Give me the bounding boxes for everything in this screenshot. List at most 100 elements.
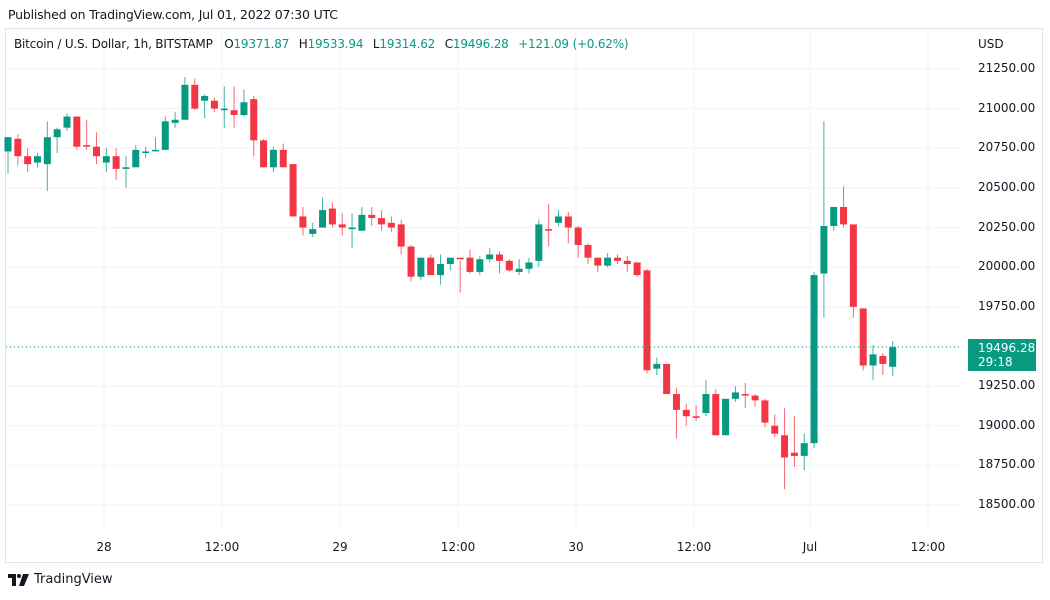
candle-body bbox=[623, 260, 631, 265]
candle-body bbox=[672, 394, 680, 410]
candle-body bbox=[407, 246, 415, 277]
candle-body bbox=[92, 146, 100, 157]
candle-body bbox=[879, 355, 887, 364]
candle-body bbox=[574, 227, 582, 245]
price-tick-label: 20500.00 bbox=[978, 179, 1036, 194]
candle-body bbox=[309, 229, 317, 234]
price-tick-label: 20000.00 bbox=[978, 259, 1036, 274]
candle-body bbox=[633, 262, 641, 276]
candle-body bbox=[191, 84, 199, 109]
candle-body bbox=[220, 108, 228, 111]
candle-body bbox=[830, 206, 838, 226]
high-value: 19533.94 bbox=[307, 37, 364, 51]
price-tick-label: 19750.00 bbox=[978, 298, 1036, 313]
price-tick-label: 21000.00 bbox=[978, 100, 1036, 115]
candle-body bbox=[53, 129, 61, 138]
candle-body bbox=[613, 257, 621, 261]
candle-body bbox=[554, 216, 562, 223]
symbol-title[interactable]: Bitcoin / U.S. Dollar, 1h, BITSTAMP bbox=[14, 37, 213, 51]
low-label: L bbox=[372, 37, 380, 51]
candle-body bbox=[122, 167, 130, 169]
candle-body bbox=[663, 363, 671, 395]
candle-body bbox=[682, 409, 690, 417]
candle-body bbox=[731, 392, 739, 399]
candle-body bbox=[299, 216, 307, 228]
candle-body bbox=[466, 257, 474, 272]
candle-body bbox=[151, 149, 159, 152]
chart-frame[interactable] bbox=[5, 28, 1043, 563]
candle-body bbox=[132, 149, 140, 168]
price-tick-label: 19000.00 bbox=[978, 417, 1036, 432]
candles bbox=[4, 76, 897, 490]
price-tick-label: 21250.00 bbox=[978, 61, 1036, 75]
candle-body bbox=[515, 268, 523, 272]
candle-body bbox=[476, 259, 484, 272]
candle-body bbox=[33, 156, 41, 163]
candle-body bbox=[387, 222, 395, 228]
candle-body bbox=[859, 308, 867, 366]
candle-body bbox=[761, 400, 769, 423]
candle-body bbox=[260, 140, 268, 168]
time-tick-label: 12:00 bbox=[676, 540, 712, 554]
candle-body bbox=[4, 137, 12, 152]
candle-body bbox=[486, 254, 494, 260]
brand-name: TradingView bbox=[34, 572, 113, 587]
candle-body bbox=[319, 210, 327, 228]
change-value: +121.09 (+0.62%) bbox=[518, 37, 629, 51]
candle-body bbox=[102, 156, 110, 163]
currency-label: USD bbox=[978, 37, 1004, 51]
candle-body bbox=[712, 394, 720, 436]
candle-body bbox=[889, 347, 897, 367]
candle-body bbox=[800, 443, 808, 456]
candle-body bbox=[73, 116, 81, 147]
time-tick-label: 12:00 bbox=[910, 540, 946, 554]
bar-countdown: 29:18 bbox=[978, 355, 1013, 369]
candle-body bbox=[368, 214, 376, 219]
candle-body bbox=[564, 216, 572, 228]
candle-body bbox=[505, 260, 513, 271]
candle-body bbox=[83, 145, 91, 147]
candle-body bbox=[584, 244, 592, 258]
candle-body bbox=[702, 394, 710, 414]
candle-body bbox=[751, 395, 759, 401]
candle-body bbox=[496, 254, 503, 261]
close-value: 19496.28 bbox=[452, 37, 509, 51]
candle-body bbox=[201, 95, 209, 101]
candle-body bbox=[790, 452, 798, 456]
candle-body bbox=[210, 100, 218, 109]
candle-body bbox=[230, 110, 238, 115]
open-label: O bbox=[224, 37, 234, 51]
candle-body bbox=[250, 99, 258, 141]
last-price-value: 19496.28 bbox=[978, 341, 1036, 355]
candle-body bbox=[427, 257, 435, 276]
candle-body bbox=[849, 224, 857, 307]
candle-body bbox=[142, 151, 150, 154]
open-value: 19371.87 bbox=[233, 37, 290, 51]
candle-body bbox=[279, 149, 287, 168]
tradingview-logo-icon bbox=[8, 573, 29, 586]
candle-body bbox=[348, 227, 356, 230]
candle-body bbox=[112, 156, 120, 169]
candle-body bbox=[446, 257, 454, 265]
candle-body bbox=[722, 398, 730, 436]
candle-body bbox=[437, 264, 445, 276]
price-tick-label: 20250.00 bbox=[978, 219, 1036, 234]
candle-body bbox=[692, 416, 700, 418]
candle-body bbox=[840, 206, 848, 225]
time-tick-label: 30 bbox=[568, 540, 584, 554]
grid-lines bbox=[6, 29, 962, 528]
candle-body bbox=[328, 208, 336, 225]
published-caption: Published on TradingView.com, Jul 01, 20… bbox=[8, 7, 338, 22]
candle-body bbox=[338, 224, 346, 228]
candle-body bbox=[171, 119, 179, 123]
candle-body bbox=[358, 214, 366, 231]
candle-body bbox=[643, 270, 651, 371]
candle-body bbox=[417, 257, 425, 277]
candle-body bbox=[289, 164, 297, 217]
tradingview-logo[interactable]: TradingView bbox=[8, 572, 113, 587]
close-label: C bbox=[444, 37, 453, 51]
time-tick-label: 12:00 bbox=[204, 540, 240, 554]
time-tick-label: Jul bbox=[802, 540, 818, 554]
candle-body bbox=[43, 137, 51, 165]
